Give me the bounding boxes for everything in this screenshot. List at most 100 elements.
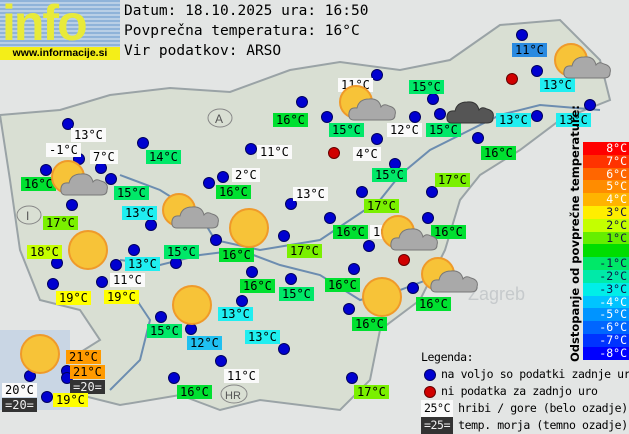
station-temperature[interactable]: 16°C	[219, 248, 254, 262]
station-dot[interactable]	[246, 266, 258, 278]
station-temperature[interactable]: 11°C	[512, 43, 547, 57]
station-dot[interactable]	[426, 186, 438, 198]
station-temperature[interactable]: 16°C	[333, 225, 368, 239]
station-temperature[interactable]: 4°C	[353, 147, 381, 161]
station-dot[interactable]	[371, 133, 383, 145]
station-dot[interactable]	[47, 278, 59, 290]
station-temperature[interactable]: 13°C	[540, 78, 575, 92]
logo-url[interactable]: www.informacije.si	[0, 47, 120, 60]
station-dot[interactable]	[96, 276, 108, 288]
station-dot[interactable]	[348, 263, 360, 275]
logo[interactable]: info www.informacije.si	[0, 0, 120, 60]
missing-station-dot[interactable]	[328, 147, 340, 159]
station-dot[interactable]	[427, 93, 439, 105]
station-temperature[interactable]: 16°C	[325, 278, 360, 292]
station-dot[interactable]	[422, 212, 434, 224]
station-temperature[interactable]: 16°C	[481, 146, 516, 160]
station-temperature[interactable]: 16°C	[273, 113, 308, 127]
station-dot[interactable]	[215, 355, 227, 367]
station-dot[interactable]	[145, 219, 157, 231]
station-dot[interactable]	[296, 96, 308, 108]
station-dot[interactable]	[110, 259, 122, 271]
station-dot[interactable]	[516, 29, 528, 41]
station-temperature[interactable]: 15°C	[329, 123, 364, 137]
station-temperature[interactable]: 21°C	[66, 350, 101, 364]
station-dot[interactable]	[321, 111, 333, 123]
station-temperature[interactable]: 2°C	[232, 168, 260, 182]
station-dot[interactable]	[434, 108, 446, 120]
station-temperature[interactable]: 13°C	[293, 187, 328, 201]
station-dot[interactable]	[278, 343, 290, 355]
station-temperature[interactable]: 16°C	[352, 317, 387, 331]
station-temperature[interactable]: 16°C	[177, 385, 212, 399]
station-temperature[interactable]: 15°C	[426, 123, 461, 137]
station-temperature[interactable]: 13°C	[122, 206, 157, 220]
station-temperature[interactable]: 19°C	[104, 290, 139, 304]
station-dot[interactable]	[356, 186, 368, 198]
station-temperature[interactable]: 13°C	[125, 257, 160, 271]
station-temperature[interactable]: 13°C	[71, 128, 106, 142]
station-temperature[interactable]: 20°C	[2, 383, 37, 397]
station-dot[interactable]	[105, 173, 117, 185]
station-dot[interactable]	[210, 234, 222, 246]
station-temperature[interactable]: 15°C	[147, 324, 182, 338]
station-temperature[interactable]: 15°C	[164, 245, 199, 259]
station-dot[interactable]	[203, 177, 215, 189]
station-dot[interactable]	[324, 212, 336, 224]
station-temperature[interactable]: 16°C	[431, 225, 466, 239]
station-dot[interactable]	[66, 199, 78, 211]
station-dot[interactable]	[343, 303, 355, 315]
station-temperature[interactable]: 21°C	[70, 365, 105, 379]
station-temperature[interactable]: 16°C	[216, 185, 251, 199]
station-dot[interactable]	[409, 111, 421, 123]
station-temperature[interactable]: 17°C	[364, 199, 399, 213]
station-temperature[interactable]: 17°C	[354, 385, 389, 399]
station-temperature[interactable]: 13°C	[496, 113, 531, 127]
station-temperature[interactable]: 17°C	[435, 173, 470, 187]
station-temperature[interactable]: 16°C	[21, 177, 56, 191]
station-dot[interactable]	[41, 391, 53, 403]
station-temperature[interactable]: 16°C	[416, 297, 451, 311]
station-dot[interactable]	[168, 372, 180, 384]
station-temperature[interactable]: 15°C	[114, 186, 149, 200]
station-temperature[interactable]: 11°C	[224, 369, 259, 383]
station-dot[interactable]	[245, 143, 257, 155]
station-temperature[interactable]: 17°C	[43, 216, 78, 230]
missing-station-dot[interactable]	[506, 73, 518, 85]
station-temperature[interactable]: =20=	[2, 398, 37, 412]
station-dot[interactable]	[363, 240, 375, 252]
station-dot[interactable]	[407, 282, 419, 294]
station-temperature[interactable]: 12°C	[187, 336, 222, 350]
station-dot[interactable]	[371, 69, 383, 81]
station-temperature[interactable]: 15°C	[372, 168, 407, 182]
station-temperature[interactable]: 11°C	[110, 273, 145, 287]
station-dot[interactable]	[137, 137, 149, 149]
station-temperature[interactable]: 18°C	[27, 245, 62, 259]
station-dot[interactable]	[128, 244, 140, 256]
station-dot[interactable]	[285, 198, 297, 210]
station-temperature[interactable]: 15°C	[409, 80, 444, 94]
missing-station-dot[interactable]	[398, 254, 410, 266]
station-dot[interactable]	[155, 311, 167, 323]
station-temperature[interactable]: 19°C	[56, 291, 91, 305]
station-dot[interactable]	[531, 65, 543, 77]
station-dot[interactable]	[62, 118, 74, 130]
station-temperature[interactable]: 19°C	[53, 393, 88, 407]
station-temperature[interactable]: 11°C	[257, 145, 292, 159]
station-temperature[interactable]: 7°C	[90, 150, 118, 164]
station-temperature[interactable]: 16°C	[240, 279, 275, 293]
station-temperature[interactable]: 17°C	[287, 244, 322, 258]
station-temperature[interactable]: 13°C	[245, 330, 280, 344]
station-temperature[interactable]: =20=	[70, 380, 105, 394]
station-dot[interactable]	[584, 99, 596, 111]
station-temperature[interactable]: 12°C	[387, 123, 422, 137]
station-dot[interactable]	[217, 171, 229, 183]
station-dot[interactable]	[472, 132, 484, 144]
station-temperature[interactable]: 13°C	[556, 113, 591, 127]
station-dot[interactable]	[278, 230, 290, 242]
station-dot[interactable]	[285, 273, 297, 285]
station-temperature[interactable]: 14°C	[146, 150, 181, 164]
station-temperature[interactable]: 15°C	[279, 287, 314, 301]
station-temperature[interactable]: -1°C	[46, 143, 81, 157]
station-temperature[interactable]: 13°C	[218, 307, 253, 321]
